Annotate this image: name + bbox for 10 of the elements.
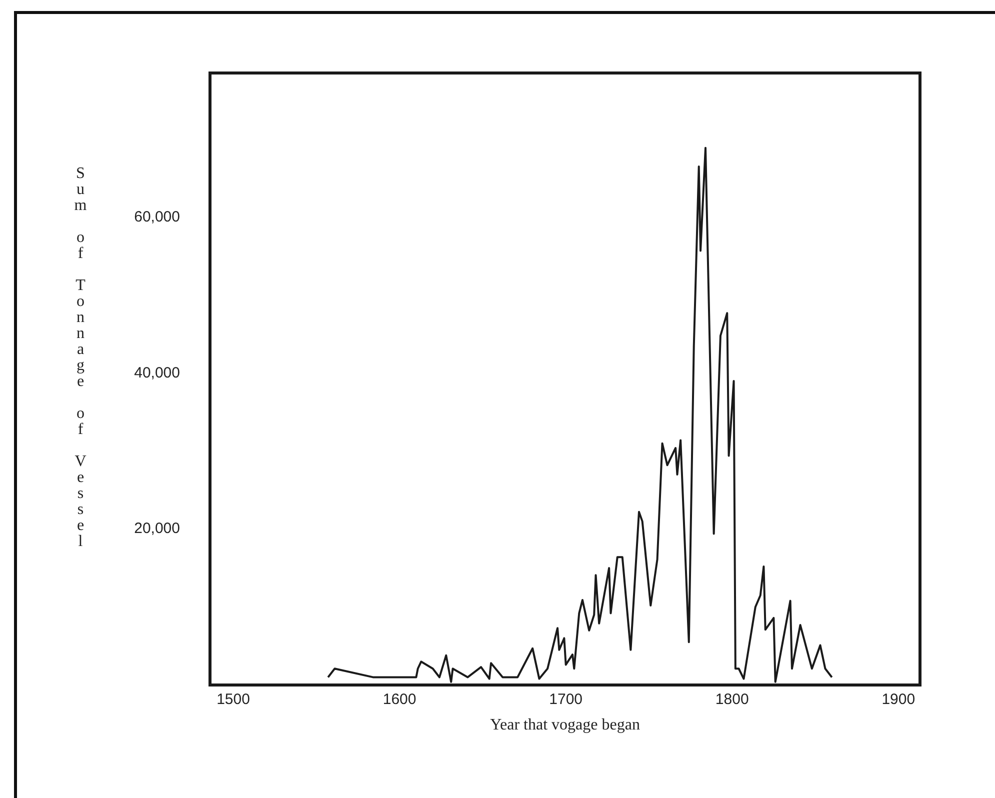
- x-tick-label: 1500: [216, 691, 250, 708]
- x-tick-label: 1600: [382, 691, 416, 708]
- y-tick-label: 40,000: [134, 364, 180, 382]
- y-axis-title: Sum of Tonnage of Vessel: [71, 165, 90, 551]
- x-axis-title: Year that vogage began: [490, 716, 640, 734]
- x-tick-label: 1800: [715, 691, 749, 708]
- y-tick-label: 60,000: [134, 208, 180, 226]
- x-tick-label: 1700: [549, 691, 583, 708]
- y-tick-label: 20,000: [134, 520, 180, 538]
- x-tick-label: 1900: [882, 691, 916, 708]
